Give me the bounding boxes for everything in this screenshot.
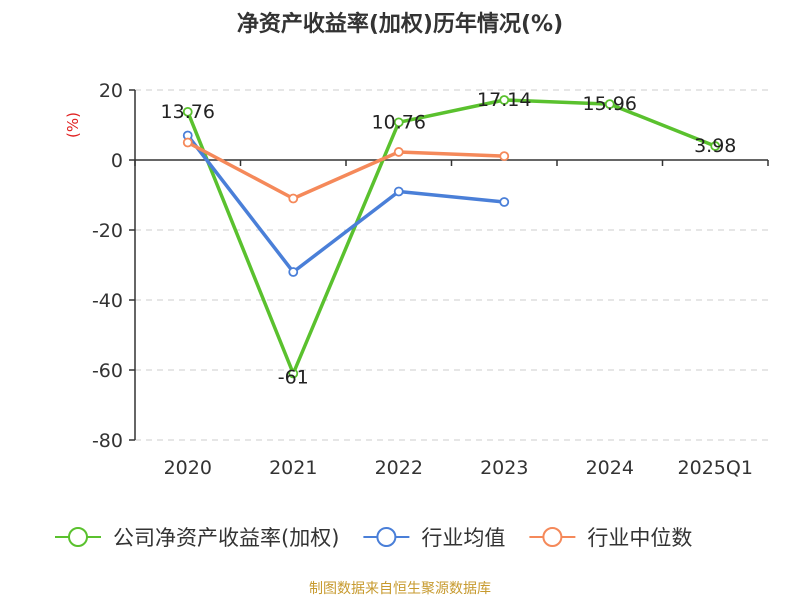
x-tick-label: 2021 [269, 457, 317, 479]
series-point-0 [288, 368, 299, 379]
data-label: 3.98 [694, 135, 736, 157]
x-tick-label: 2023 [480, 457, 528, 479]
x-tick-label: 2024 [586, 457, 634, 479]
x-tick-label: 2025Q1 [678, 457, 753, 479]
series-point-0 [393, 117, 404, 128]
series-lines [182, 95, 721, 379]
y-tick-label: 20 [99, 80, 123, 102]
x-tick-label: 2022 [375, 457, 423, 479]
legend: 公司净资产收益率(加权) 行业均值 行业中位数 [55, 526, 692, 550]
source-note: 制图数据来自恒生聚源数据库 [309, 581, 491, 597]
legend-marker-1 [376, 527, 397, 547]
series-line-2 [186, 140, 506, 201]
series-point-0 [182, 106, 193, 117]
series-point-2 [288, 193, 299, 204]
series-point-0 [499, 95, 510, 105]
legend-label-0: 公司净资产收益率(加权) [113, 526, 339, 550]
series-point-2 [182, 137, 193, 148]
series-point-1 [499, 197, 510, 207]
axes: 20 0 -20 -40 -60 -80 (%) 2020 2021 2022 2023 2024 20… [64, 80, 769, 479]
y-tick-label: -40 [92, 290, 123, 312]
data-label: 10.76 [372, 111, 426, 133]
y-unit-label: (%) [64, 112, 82, 138]
y-tick-label: -80 [92, 430, 123, 452]
data-label: 15.96 [583, 93, 637, 115]
y-tick-label: -20 [92, 220, 123, 242]
series-line-1 [186, 133, 506, 274]
data-label: -61 [278, 367, 309, 389]
data-labels: 13.76 -61 10.76 17.14 15.96 3.98 [161, 89, 737, 388]
legend-label-2: 行业中位数 [587, 526, 692, 550]
series-point-0 [604, 99, 615, 110]
legend-marker-0 [68, 527, 88, 547]
x-tick-label: 2020 [164, 457, 212, 479]
y-tick-label: 0 [111, 150, 123, 172]
data-label: 13.76 [161, 101, 215, 123]
series-point-1 [393, 186, 404, 197]
y-tick-label: -60 [92, 360, 123, 382]
legend-label-1: 行业均值 [421, 526, 505, 550]
series-point-2 [393, 147, 404, 157]
series-line-0 [186, 98, 717, 376]
legend-marker-2 [542, 527, 563, 547]
series-point-2 [499, 151, 510, 162]
series-point-1 [288, 267, 299, 277]
series-point-0 [710, 141, 721, 151]
chart-title: 净资产收益率(加权)历年情况(%) [236, 12, 564, 37]
grid-lines [135, 89, 768, 441]
data-label: 17.14 [477, 89, 531, 111]
